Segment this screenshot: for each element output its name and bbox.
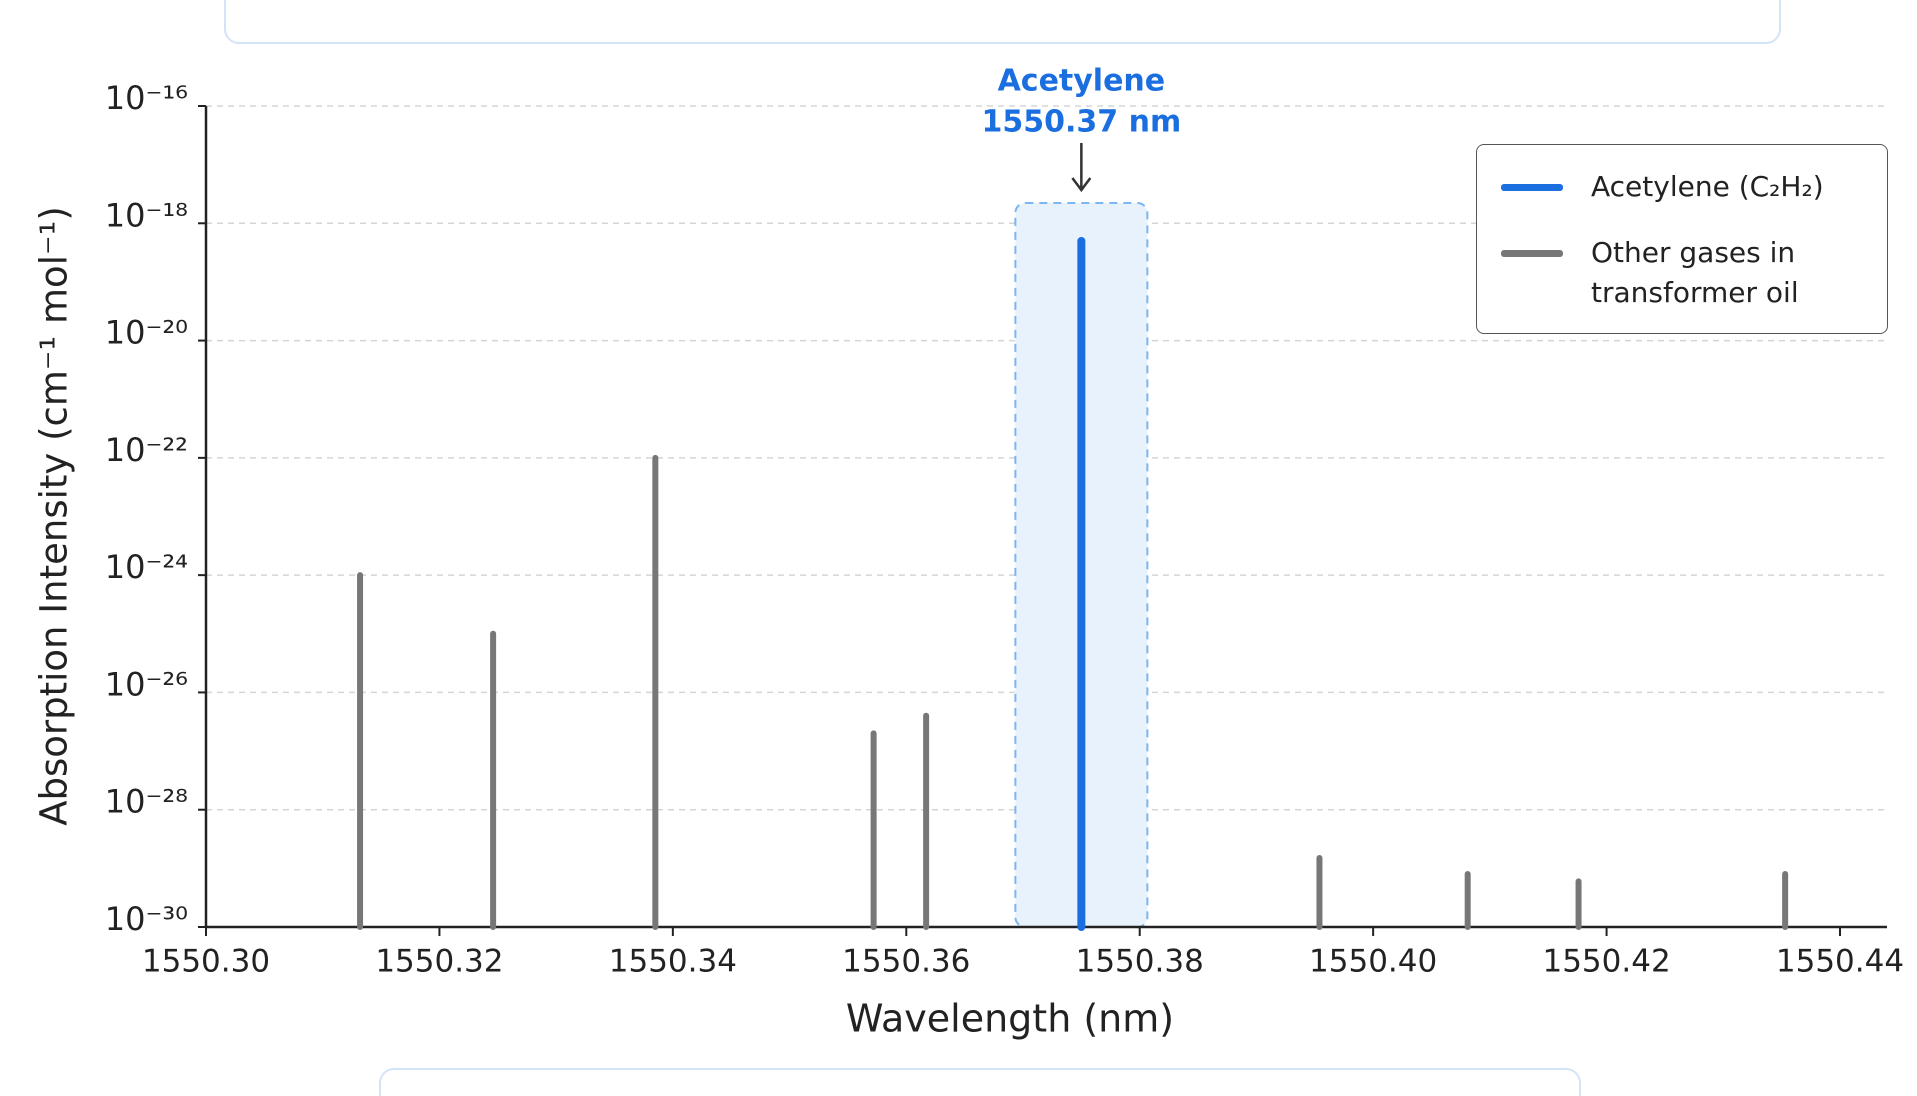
top-panel — [224, 0, 1781, 44]
legend-label: Other gases in transformer oil — [1591, 236, 1799, 309]
y-tick-label: 10⁻²² — [105, 431, 188, 469]
y-axis-label: Absorption Intensity (cm⁻¹ mol⁻¹) — [33, 206, 76, 826]
legend-label: Acetylene (C₂H₂) — [1591, 170, 1824, 203]
x-tick-label: 1550.38 — [1076, 944, 1204, 980]
y-tick-label: 10⁻²⁸ — [105, 783, 188, 821]
x-tick-label: 1550.36 — [842, 944, 970, 980]
legend-swatch — [1501, 184, 1563, 191]
x-axis-label: Wavelength (nm) — [846, 997, 1174, 1041]
y-tick-label: 10⁻³⁰ — [105, 900, 188, 938]
x-tick-label: 1550.44 — [1776, 944, 1904, 980]
y-tick-label: 10⁻¹⁶ — [105, 79, 188, 117]
x-tick-label: 1550.40 — [1309, 944, 1437, 980]
y-tick-label: 10⁻²⁰ — [105, 314, 188, 352]
legend: Acetylene (C₂H₂) Other gases in transform… — [1476, 144, 1888, 334]
annotation: Acetylene — [998, 64, 1166, 99]
bottom-panel — [379, 1068, 1581, 1096]
y-tick-label: 10⁻¹⁸ — [105, 196, 188, 234]
legend-item: Acetylene (C₂H₂) — [1477, 167, 1887, 207]
legend-swatch — [1501, 250, 1563, 257]
annotation-arrow — [1071, 143, 1092, 193]
legend-item: Other gases in transformer oil — [1477, 233, 1887, 313]
x-tick-label: 1550.30 — [142, 944, 270, 980]
x-tick-label: 1550.34 — [609, 944, 737, 980]
annotation: 1550.37 nm — [982, 105, 1182, 140]
y-tick-label: 10⁻²⁶ — [105, 665, 188, 703]
y-tick-label: 10⁻²⁴ — [105, 548, 188, 586]
x-tick-label: 1550.32 — [375, 944, 503, 980]
x-tick-label: 1550.42 — [1542, 944, 1670, 980]
